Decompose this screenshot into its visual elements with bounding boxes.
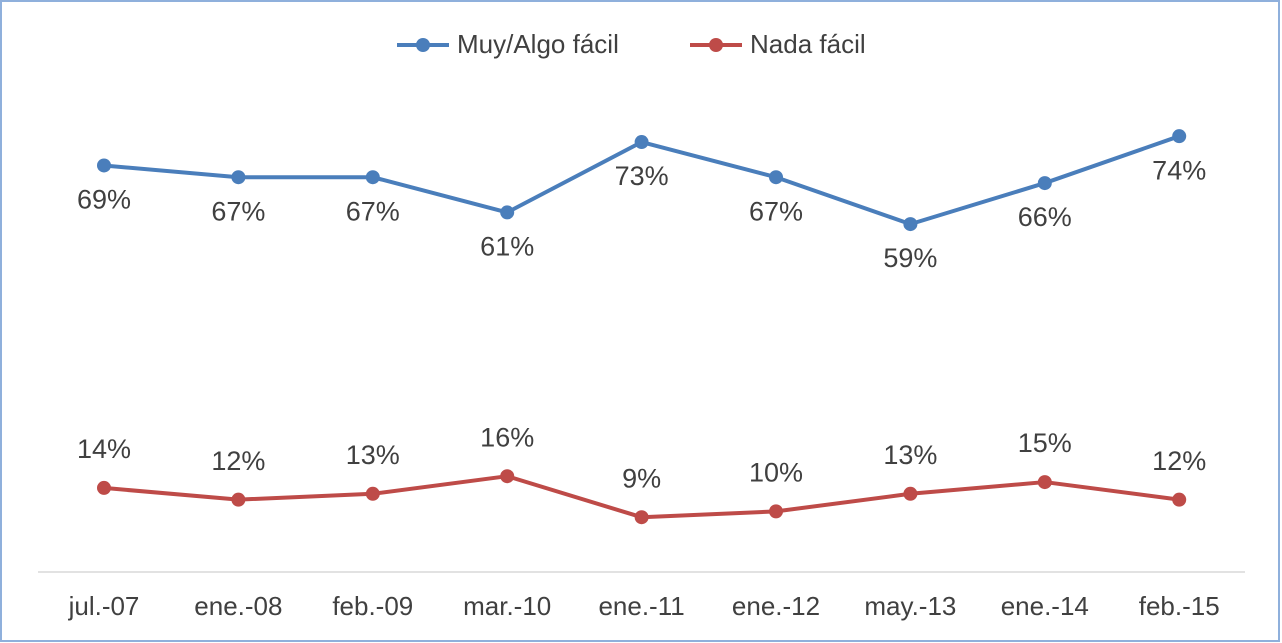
data-label: 74% — [1152, 155, 1206, 185]
data-point — [365, 170, 380, 185]
x-tick-label: ene.-11 — [598, 591, 684, 621]
legend-label: Nada fácil — [750, 29, 866, 59]
data-point — [903, 486, 918, 501]
legend-marker — [709, 38, 723, 52]
data-label: 12% — [211, 446, 265, 476]
data-point — [500, 205, 515, 220]
legend-marker — [416, 38, 430, 52]
x-tick-label: ene.-14 — [1001, 591, 1089, 621]
data-label: 13% — [883, 440, 937, 470]
data-label: 15% — [1018, 428, 1072, 458]
x-tick-label: ene.-08 — [194, 591, 282, 621]
data-label: 16% — [480, 422, 534, 452]
x-tick-label: feb.-15 — [1139, 591, 1220, 621]
data-label: 10% — [749, 458, 803, 488]
data-point — [231, 492, 246, 507]
data-label: 12% — [1152, 446, 1206, 476]
data-point — [634, 510, 649, 525]
legend-label: Muy/Algo fácil — [457, 29, 619, 59]
data-label: 13% — [346, 440, 400, 470]
data-point — [500, 469, 515, 484]
x-tick-label: jul.-07 — [68, 591, 140, 621]
data-label: 59% — [883, 243, 937, 273]
data-label: 66% — [1018, 202, 1072, 232]
data-point — [1172, 129, 1187, 144]
data-point — [1172, 492, 1187, 507]
data-label: 61% — [480, 232, 534, 262]
data-point — [769, 170, 783, 185]
data-label: 14% — [77, 434, 131, 464]
data-label: 67% — [211, 196, 265, 226]
data-point — [97, 480, 111, 495]
data-point — [97, 158, 111, 173]
data-point — [365, 486, 380, 501]
data-point — [903, 217, 918, 232]
x-tick-label: feb.-09 — [332, 591, 413, 621]
data-label: 9% — [622, 463, 661, 493]
data-label: 73% — [615, 161, 669, 191]
data-point — [634, 135, 649, 150]
data-point — [1037, 475, 1052, 490]
x-tick-label: mar.-10 — [463, 591, 551, 621]
x-tick-label: ene.-12 — [732, 591, 820, 621]
data-point — [1037, 176, 1052, 191]
x-tick-label: may.-13 — [864, 591, 956, 621]
data-label: 69% — [77, 185, 131, 215]
data-label: 67% — [346, 196, 400, 226]
data-label: 67% — [749, 196, 803, 226]
data-point — [231, 170, 246, 185]
data-point — [769, 504, 783, 519]
